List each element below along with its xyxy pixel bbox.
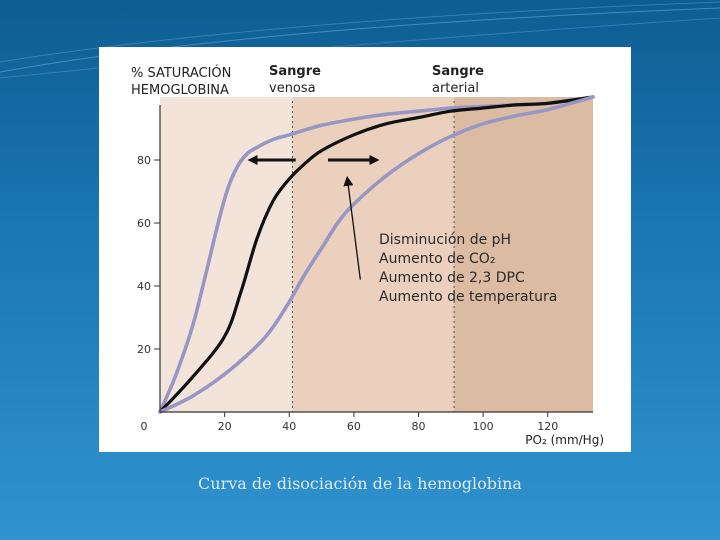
chart-text: % SATURACIÓN HEMOGLOBINA Sangre venosa S… — [131, 64, 604, 447]
venous-blood-label-line2: venosa — [269, 81, 316, 96]
annotation-pointer-arrow — [343, 175, 361, 280]
chart-axes: 20 40 60 80 0 20 40 60 80 100 120 — [137, 105, 593, 433]
x-axis-label: PO₂ (mm/Hg) — [525, 433, 604, 447]
annotation-line-1: Disminución de pH — [379, 232, 511, 248]
x-tick-label: 0 — [141, 420, 148, 433]
arterial-blood-label-line1: Sangre — [432, 64, 484, 79]
y-tick-label: 60 — [137, 217, 151, 230]
normal-curve — [158, 95, 595, 414]
oxygen-dissociation-chart: 20 40 60 80 0 20 40 60 80 100 120 % SATURACIÓN HEM… — [131, 64, 604, 447]
x-tick-label: 80 — [412, 420, 426, 433]
chart-series — [158, 95, 595, 414]
x-tick-label: 100 — [473, 420, 494, 433]
annotation-line-4: Aumento de temperatura — [379, 289, 557, 305]
y-axis-label-line1: % SATURACIÓN — [131, 65, 231, 81]
x-tick-label: 40 — [282, 420, 296, 433]
annotation-line-2: Aumento de CO₂ — [379, 251, 495, 267]
slide-background-decoration — [0, 1, 720, 79]
chart-figure: 20 40 60 80 0 20 40 60 80 100 120 % SATURACIÓN HEM… — [99, 47, 631, 452]
y-tick-label: 80 — [137, 154, 151, 167]
reference-lines — [291, 101, 455, 412]
left-shifted-curve — [158, 95, 595, 414]
arterial-blood-label-line2: arterial — [432, 81, 479, 96]
chart-regions — [160, 97, 593, 412]
chart-region-3 — [454, 97, 593, 412]
annotation-line-3: Aumento de 2,3 DPC — [379, 270, 525, 286]
y-axis-label-line2: HEMOGLOBINA — [131, 83, 229, 98]
y-tick-label: 40 — [137, 280, 151, 293]
x-tick-label: 20 — [218, 420, 232, 433]
slide-caption: Curva de disociación de la hemoglobina — [198, 474, 522, 493]
right-shifted-curve — [158, 95, 595, 414]
x-tick-label: 120 — [537, 420, 558, 433]
x-tick-label: 60 — [347, 420, 361, 433]
venous-blood-label-line1: Sangre — [269, 64, 321, 79]
y-tick-label: 20 — [137, 343, 151, 356]
shift-arrows — [247, 155, 380, 280]
